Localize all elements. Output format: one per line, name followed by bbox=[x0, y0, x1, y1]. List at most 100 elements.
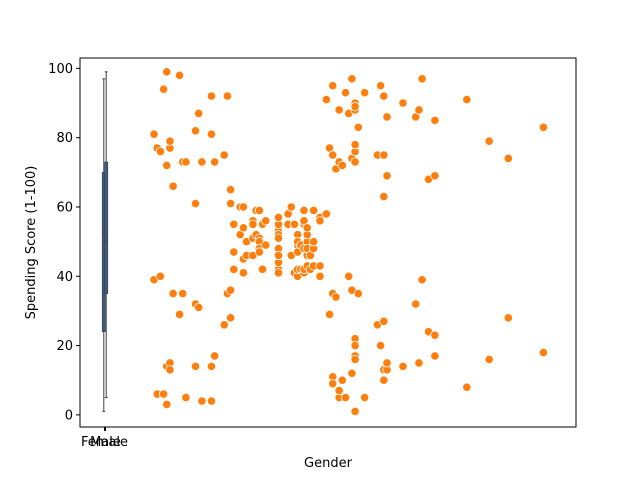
scatter-point bbox=[226, 285, 236, 295]
scatter-point bbox=[178, 289, 188, 299]
scatter-point bbox=[417, 275, 427, 285]
scatter-point bbox=[360, 88, 370, 98]
scatter-point bbox=[350, 354, 360, 365]
scatter-point bbox=[238, 223, 248, 233]
scatter-point bbox=[376, 81, 386, 91]
scatter-point bbox=[197, 157, 207, 167]
scatter-point bbox=[254, 205, 264, 216]
scatter-point bbox=[222, 91, 233, 101]
scatter-point bbox=[379, 91, 389, 101]
scatter-point bbox=[350, 406, 360, 417]
scatter-point bbox=[257, 264, 268, 274]
scatter-point bbox=[286, 202, 296, 212]
scatter-point bbox=[254, 247, 264, 257]
scatter-point bbox=[382, 358, 392, 368]
scatter-point bbox=[382, 171, 392, 181]
scatter-point bbox=[162, 160, 172, 171]
scatter-point bbox=[206, 361, 217, 371]
scatter-point bbox=[430, 171, 440, 181]
scatter-point bbox=[344, 271, 354, 281]
scatter-point bbox=[414, 358, 424, 368]
scatter-point bbox=[273, 233, 284, 243]
scatter-point bbox=[417, 74, 427, 84]
scatter-point bbox=[411, 299, 421, 309]
scatter-point bbox=[226, 198, 236, 209]
scatter-point bbox=[289, 219, 300, 229]
scatter-point bbox=[328, 379, 338, 389]
scatter-point bbox=[353, 122, 363, 132]
scatter-point bbox=[302, 223, 312, 233]
scatter-point bbox=[430, 351, 440, 361]
scatter-point bbox=[538, 347, 549, 358]
scatter-point bbox=[273, 212, 284, 222]
scatter-point bbox=[462, 382, 472, 392]
scatter-point bbox=[503, 153, 513, 164]
plot-frame bbox=[79, 57, 577, 428]
scatter-point bbox=[165, 365, 175, 375]
scatter-point bbox=[347, 74, 357, 84]
scatter-point bbox=[190, 126, 201, 136]
scatter-point bbox=[315, 271, 325, 281]
scatter-point bbox=[155, 146, 165, 157]
scatter-point bbox=[308, 205, 319, 216]
scatter-point bbox=[350, 140, 360, 150]
scatter-point bbox=[353, 289, 363, 299]
scatter-point bbox=[430, 115, 440, 125]
scatter-point bbox=[308, 237, 319, 247]
scatter-point bbox=[321, 209, 331, 219]
y-axis-label: Spending Score (1-100) bbox=[24, 166, 39, 320]
scatter-point bbox=[194, 302, 204, 313]
scatter-point bbox=[197, 396, 207, 406]
scatter-point bbox=[350, 340, 360, 351]
scatter-point bbox=[414, 105, 424, 115]
scatter-point bbox=[398, 361, 408, 371]
x-axis-label: Gender bbox=[304, 456, 353, 471]
scatter-point bbox=[328, 81, 338, 91]
scatter-point bbox=[334, 386, 344, 396]
y-tick-label: 60 bbox=[56, 200, 73, 215]
scatter-point bbox=[219, 150, 229, 160]
scatter-point bbox=[261, 240, 271, 250]
scatter-point bbox=[174, 309, 185, 319]
scatter-point bbox=[315, 216, 325, 226]
scatter-point bbox=[538, 122, 549, 132]
scatter-point bbox=[337, 375, 347, 385]
scatter-point bbox=[462, 94, 472, 105]
scatter-point bbox=[190, 361, 201, 371]
scatter-point bbox=[238, 268, 248, 278]
scatter-point bbox=[168, 289, 178, 299]
scatter-point bbox=[149, 129, 159, 139]
scatter-point bbox=[340, 88, 351, 98]
scatter-point bbox=[331, 292, 341, 302]
box-layer bbox=[101, 71, 109, 412]
scatter-point bbox=[360, 392, 370, 403]
scatter-point bbox=[299, 205, 309, 216]
scatter-point bbox=[206, 129, 217, 139]
scatter-point bbox=[194, 108, 204, 119]
scatter-point bbox=[328, 150, 338, 160]
scatter-point bbox=[206, 396, 217, 406]
scatter-point bbox=[248, 219, 258, 229]
scatter-point bbox=[168, 181, 178, 191]
scatter-point bbox=[210, 351, 220, 361]
scatter-point bbox=[379, 191, 389, 202]
scatter-point bbox=[226, 185, 236, 195]
y-tick-label: 0 bbox=[65, 408, 73, 423]
scatter-point bbox=[206, 91, 217, 101]
scatter-point bbox=[484, 136, 494, 146]
plot-background bbox=[80, 58, 576, 427]
scatter-point bbox=[158, 389, 169, 399]
scatter-point bbox=[226, 313, 236, 323]
scatter-point bbox=[210, 157, 220, 167]
y-tick-label: 40 bbox=[56, 270, 73, 285]
x-tick-label-male: Male bbox=[90, 435, 121, 450]
scatter-point bbox=[350, 157, 360, 167]
scatter-point bbox=[165, 136, 175, 146]
scatter-point bbox=[261, 216, 271, 226]
scatter-point bbox=[430, 330, 440, 340]
scatter-point bbox=[376, 340, 386, 351]
box-male bbox=[104, 71, 109, 399]
scatter-point bbox=[181, 157, 191, 167]
